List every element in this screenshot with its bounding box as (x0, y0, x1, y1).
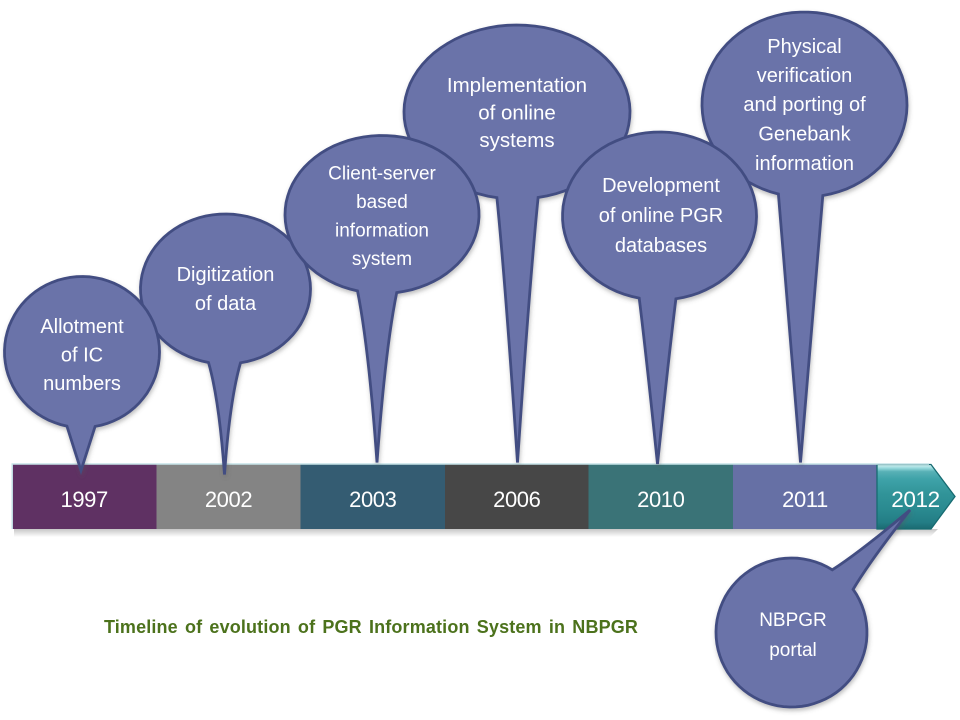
svg-text:information: information (335, 221, 429, 242)
svg-text:Timeline of evolution of PGR I: Timeline of evolution of PGR Information… (104, 617, 638, 637)
svg-text:information: information (755, 153, 854, 175)
svg-text:2002: 2002 (205, 487, 253, 512)
svg-text:1997: 1997 (61, 487, 109, 512)
svg-text:2011: 2011 (782, 487, 828, 512)
svg-text:systems: systems (479, 129, 554, 152)
svg-text:Genebank: Genebank (758, 124, 851, 146)
svg-text:Allotment: Allotment (40, 316, 124, 338)
svg-text:of IC: of IC (61, 345, 103, 367)
svg-text:verification: verification (757, 65, 853, 87)
svg-text:portal: portal (769, 640, 817, 661)
svg-text:Physical: Physical (767, 36, 841, 58)
svg-text:and porting of: and porting of (743, 94, 866, 116)
svg-text:based: based (356, 192, 408, 213)
svg-text:of online: of online (478, 102, 556, 125)
svg-text:NBPGR: NBPGR (759, 610, 827, 631)
svg-text:Implementation: Implementation (447, 74, 587, 97)
svg-text:databases: databases (615, 235, 707, 257)
svg-text:2010: 2010 (637, 487, 685, 512)
svg-text:of data: of data (195, 293, 257, 315)
svg-text:numbers: numbers (43, 373, 121, 395)
svg-text:system: system (352, 249, 412, 270)
svg-text:2012: 2012 (891, 487, 939, 512)
svg-text:Digitization: Digitization (177, 264, 275, 286)
svg-text:Client-server: Client-server (328, 164, 436, 185)
svg-text:Development: Development (602, 175, 720, 197)
svg-text:2003: 2003 (349, 487, 397, 512)
svg-text:of online PGR: of online PGR (599, 205, 724, 227)
svg-text:2006: 2006 (493, 487, 541, 512)
